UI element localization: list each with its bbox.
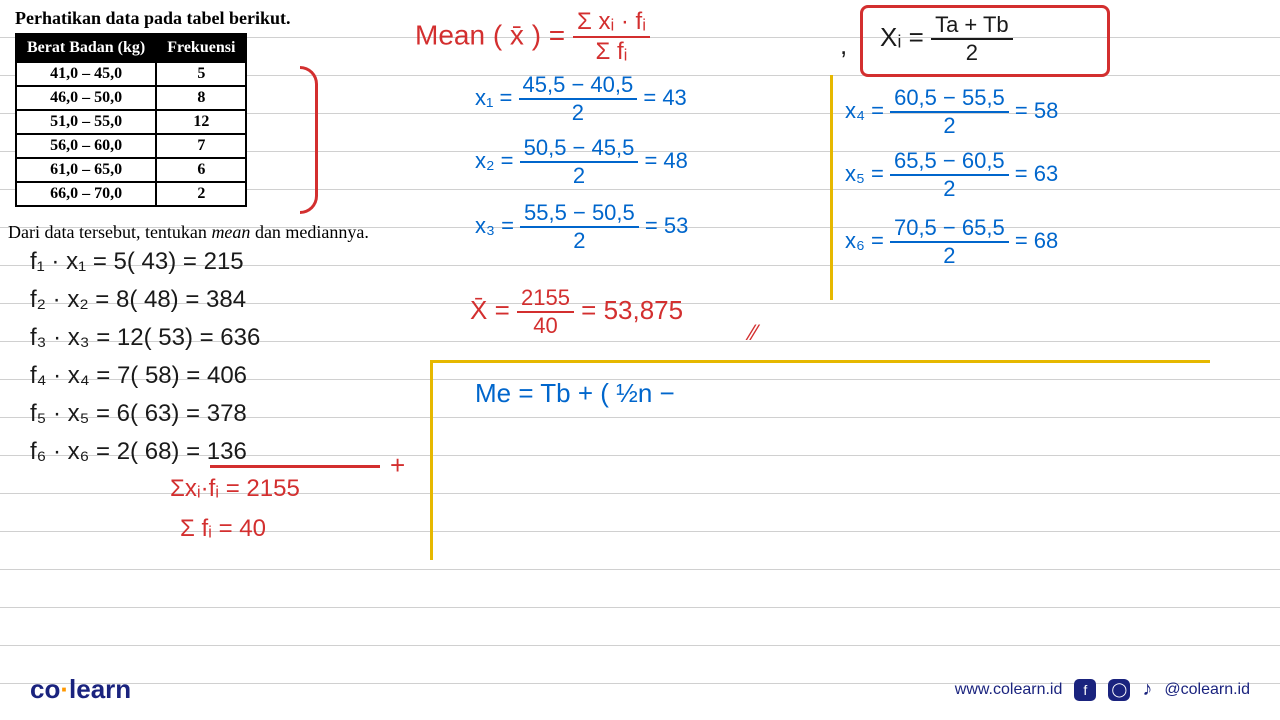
f2x2: f₂ · x₂ = 8( 48) = 384	[30, 286, 246, 314]
table-row: 66,0 – 70,02	[16, 182, 246, 206]
table-row: 46,0 – 50,08	[16, 86, 246, 110]
median-formula: Me = Tb + ( ½n −	[475, 378, 675, 409]
x6-calc: x₆ = 70,5 − 65,52 = 68	[845, 215, 1058, 269]
table-cell: 41,0 – 45,0	[16, 62, 156, 86]
f1x1: f₁ · x₁ = 5( 43) = 215	[30, 248, 244, 276]
table-header-col1: Berat Badan (kg)	[16, 34, 156, 62]
x4-calc: x₄ = 60,5 − 55,52 = 58	[845, 85, 1058, 139]
instagram-icon: ◯	[1108, 679, 1130, 701]
facebook-icon: f	[1074, 679, 1096, 701]
table-cell: 61,0 – 65,0	[16, 158, 156, 182]
sum-f: Σ fᵢ = 40	[180, 515, 266, 543]
table-cell: 56,0 – 60,0	[16, 134, 156, 158]
table-cell: 5	[156, 62, 246, 86]
yellow-frame-left	[430, 360, 433, 560]
footer-url: www.colearn.id	[955, 681, 1063, 699]
table-cell: 51,0 – 55,0	[16, 110, 156, 134]
xbar-result: X̄ = 2155 40 = 53,875	[470, 285, 683, 339]
f6x6: f₆ · x₆ = 2( 68) = 136	[30, 438, 247, 466]
x3-calc: x₃ = 55,5 − 50,52 = 53	[475, 200, 688, 254]
comma-sep: ,	[840, 30, 847, 61]
printed-question: Dari data tersebut, tentukan mean dan me…	[8, 222, 369, 243]
yellow-divider-vertical	[830, 75, 833, 300]
table-cell: 46,0 – 50,0	[16, 86, 156, 110]
x2-calc: x₂ = 50,5 − 45,52 = 48	[475, 135, 688, 189]
table-cell: 6	[156, 158, 246, 182]
dbl-underline: ⁄⁄	[750, 320, 757, 346]
table-cell: 66,0 – 70,0	[16, 182, 156, 206]
red-bracket	[300, 66, 318, 214]
table-cell: 2	[156, 182, 246, 206]
sum-xf: Σxᵢ·fᵢ = 2155	[170, 475, 300, 503]
tiktok-icon: ♪	[1142, 678, 1152, 701]
footer-handle: @colearn.id	[1164, 681, 1250, 699]
printed-title: Perhatikan data pada tabel berikut.	[15, 8, 291, 29]
frequency-table: Berat Badan (kg) Frekuensi 41,0 – 45,054…	[15, 33, 247, 207]
x5-calc: x₅ = 65,5 − 60,52 = 63	[845, 148, 1058, 202]
table-row: 51,0 – 55,012	[16, 110, 246, 134]
xi-formula: Xᵢ = Ta + Tb 2	[880, 12, 1013, 66]
table-cell: 12	[156, 110, 246, 134]
f3x3: f₃ · x₃ = 12( 53) = 636	[30, 324, 260, 352]
table-header-col2: Frekuensi	[156, 34, 246, 62]
footer: co·learn www.colearn.id f ◯ ♪ @colearn.i…	[0, 674, 1280, 705]
table-cell: 8	[156, 86, 246, 110]
sum-underline	[210, 465, 380, 468]
table-row: 41,0 – 45,05	[16, 62, 246, 86]
plus-sign: +	[390, 450, 405, 481]
mean-formula: Mean ( x̄ ) = Σ xᵢ · fᵢ Σ fᵢ	[415, 8, 650, 66]
f5x5: f₅ · x₅ = 6( 63) = 378	[30, 400, 247, 428]
brand-logo: co·learn	[30, 674, 131, 705]
table-row: 61,0 – 65,06	[16, 158, 246, 182]
f4x4: f₄ · x₄ = 7( 58) = 406	[30, 362, 247, 390]
yellow-frame-top	[430, 360, 1210, 363]
table-cell: 7	[156, 134, 246, 158]
table-row: 56,0 – 60,07	[16, 134, 246, 158]
x1-calc: x₁ = 45,5 − 40,52 = 43	[475, 72, 687, 126]
